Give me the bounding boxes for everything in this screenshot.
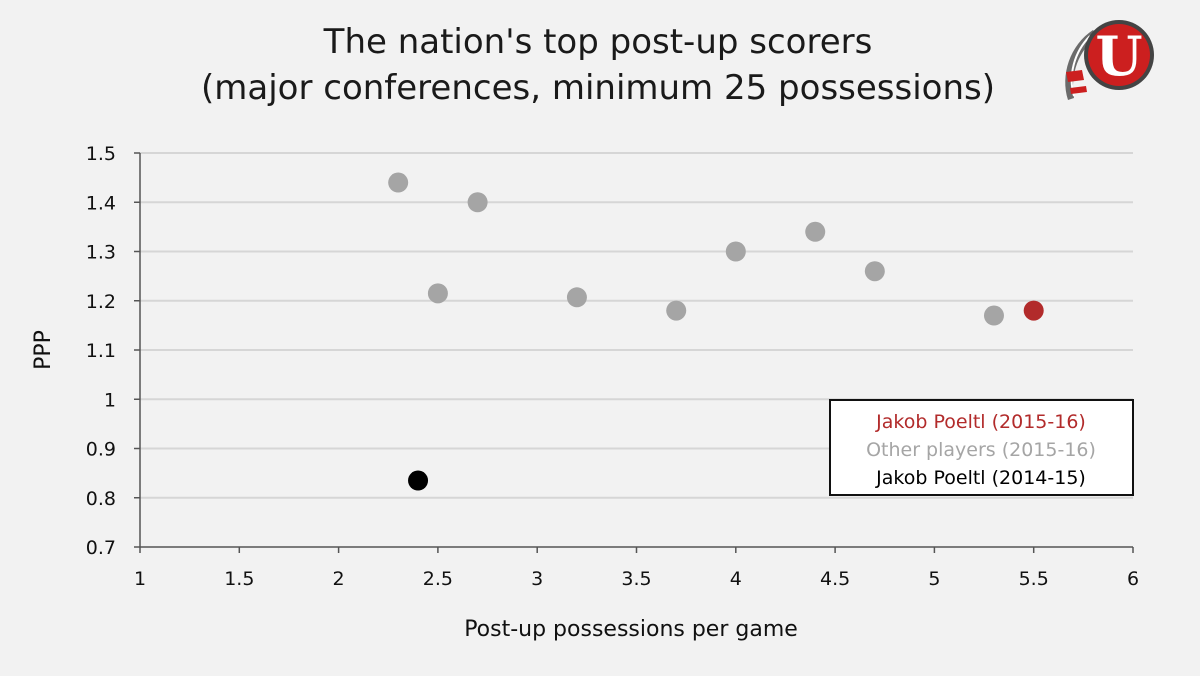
y-tick-label: 1 — [104, 389, 116, 411]
legend: Jakob Poeltl (2015-16) Other players (201… — [829, 399, 1134, 496]
gridlines — [140, 152, 1133, 499]
chart-title: The nation's top post-up scorers — [323, 22, 873, 62]
utah-utes-logo: U — [1065, 20, 1154, 100]
scatter-point — [467, 192, 488, 213]
x-tick-label: 4 — [730, 568, 742, 590]
x-tick-label: 3.5 — [621, 568, 651, 590]
x-tick-label: 1 — [134, 568, 146, 590]
axes — [134, 152, 1134, 553]
scatter-point — [408, 470, 429, 491]
scatter-point — [388, 172, 409, 193]
y-axis-label: PPP — [31, 330, 56, 370]
y-tick-label: 1.5 — [86, 143, 116, 165]
chart-subtitle: (major conferences, minimum 25 possessio… — [201, 68, 995, 108]
logo-letter: U — [1095, 24, 1142, 88]
x-tick-label: 6 — [1127, 568, 1139, 590]
y-tick-labels: 0.7 0.8 0.9 1 1.1 1.2 1.3 1.4 1.5 — [86, 143, 116, 559]
x-tick-label: 3 — [531, 568, 543, 590]
x-tick-label: 2.5 — [423, 568, 453, 590]
y-tick-label: 1.2 — [86, 291, 116, 313]
scatter-point — [566, 287, 587, 308]
x-tick-label: 4.5 — [820, 568, 850, 590]
y-tick-label: 1.1 — [86, 340, 116, 362]
x-tick-labels: 1 1.5 2 2.5 3 3.5 4 4.5 5 5.5 6 — [134, 568, 1139, 590]
scatter-point — [1023, 300, 1044, 321]
y-tick-label: 0.8 — [86, 488, 116, 510]
y-tick-label: 0.9 — [86, 439, 116, 461]
scatter-point — [427, 283, 448, 304]
legend-entry: Jakob Poeltl (2015-16) — [875, 411, 1086, 433]
legend-entry: Other players (2015-16) — [866, 439, 1096, 461]
scatter-point — [983, 305, 1004, 326]
scatter-point — [805, 221, 826, 242]
scatter-point — [666, 300, 687, 321]
y-tick-label: 1.4 — [86, 192, 116, 214]
x-tick-label: 2 — [333, 568, 345, 590]
x-axis-label: Post-up possessions per game — [464, 617, 798, 642]
legend-entry: Jakob Poeltl (2014-15) — [875, 467, 1086, 489]
y-tick-label: 0.7 — [86, 537, 116, 559]
data-points — [388, 172, 1044, 491]
legend-box — [829, 399, 1134, 496]
x-tick-label: 1.5 — [224, 568, 254, 590]
x-tick-label: 5 — [928, 568, 940, 590]
scatter-point — [725, 241, 746, 262]
x-tick-label: 5.5 — [1019, 568, 1049, 590]
y-tick-label: 1.3 — [86, 242, 116, 264]
scatter-point — [864, 261, 885, 282]
drum-face — [1088, 24, 1150, 86]
